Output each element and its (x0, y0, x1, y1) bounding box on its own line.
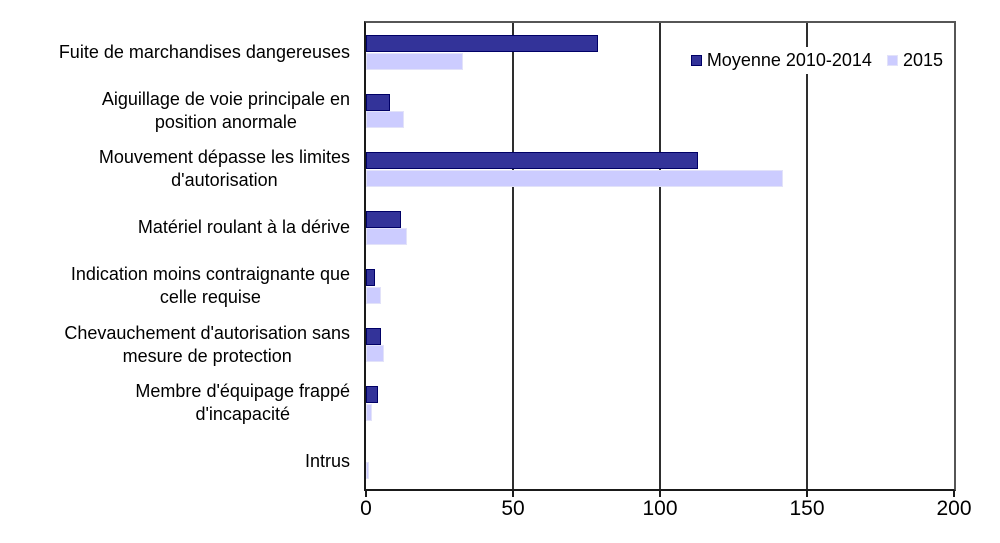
category-label: Mouvement dépasse les limites d'autorisa… (98, 147, 350, 191)
category-label: Chevauchement d'autorisation sans mesure… (64, 322, 350, 366)
x-axis-tick (365, 491, 367, 497)
x-axis-tick (659, 491, 661, 497)
bar-2015 (366, 345, 384, 362)
legend-label: Moyenne 2010-2014 (706, 50, 872, 70)
gridline (806, 23, 808, 489)
x-axis-tick-label: 0 (360, 497, 372, 520)
bar-moyenne-2010-2014 (366, 210, 402, 228)
bar-2015 (366, 169, 784, 187)
legend-entry: Moyenne 2010-2014 (690, 50, 872, 71)
gridline (512, 23, 514, 489)
x-axis-tick (512, 491, 514, 497)
plot-area: Moyenne 2010-2014 2015 (364, 21, 956, 491)
bar-2015 (366, 228, 408, 245)
category-label: Aiguillage de voie principale en positio… (101, 88, 350, 132)
category-label: Fuite de marchandises dangereuses (58, 41, 350, 62)
bar-2015 (366, 111, 405, 128)
bar-2015 (366, 403, 372, 421)
category-label: Intrus (304, 451, 350, 472)
category-label: Matériel roulant à la dérive (137, 217, 350, 238)
bar-moyenne-2010-2014 (366, 152, 699, 169)
legend-marker-icon (690, 55, 702, 66)
x-axis-tick-label: 100 (642, 497, 678, 520)
legend-entry: 2015 (886, 50, 943, 71)
x-axis-tick-label: 150 (789, 497, 825, 520)
bar-moyenne-2010-2014 (366, 269, 375, 286)
x-axis-tick (806, 491, 808, 497)
category-label: Membre d'équipage frappé d'incapacité (135, 381, 350, 425)
category-label: Indication moins contraignante que celle… (70, 264, 350, 308)
bar-moyenne-2010-2014 (366, 327, 381, 345)
bar-moyenne-2010-2014 (366, 93, 390, 111)
legend-marker-icon (886, 55, 898, 66)
bar-moyenne-2010-2014 (366, 386, 378, 403)
bar-2015 (366, 52, 464, 70)
bar-2015 (366, 286, 381, 304)
x-axis-tick-label: 200 (936, 497, 972, 520)
category-labels: Fuite de marchandises dangereuses Aiguill… (0, 23, 350, 491)
x-axis-tick (953, 491, 955, 497)
legend-label: 2015 (902, 50, 943, 70)
bar-2015 (366, 462, 369, 479)
gridline (659, 23, 661, 489)
x-axis-tick-label: 50 (501, 497, 525, 520)
legend: Moyenne 2010-2014 2015 (685, 47, 948, 74)
bar-moyenne-2010-2014 (366, 35, 599, 52)
